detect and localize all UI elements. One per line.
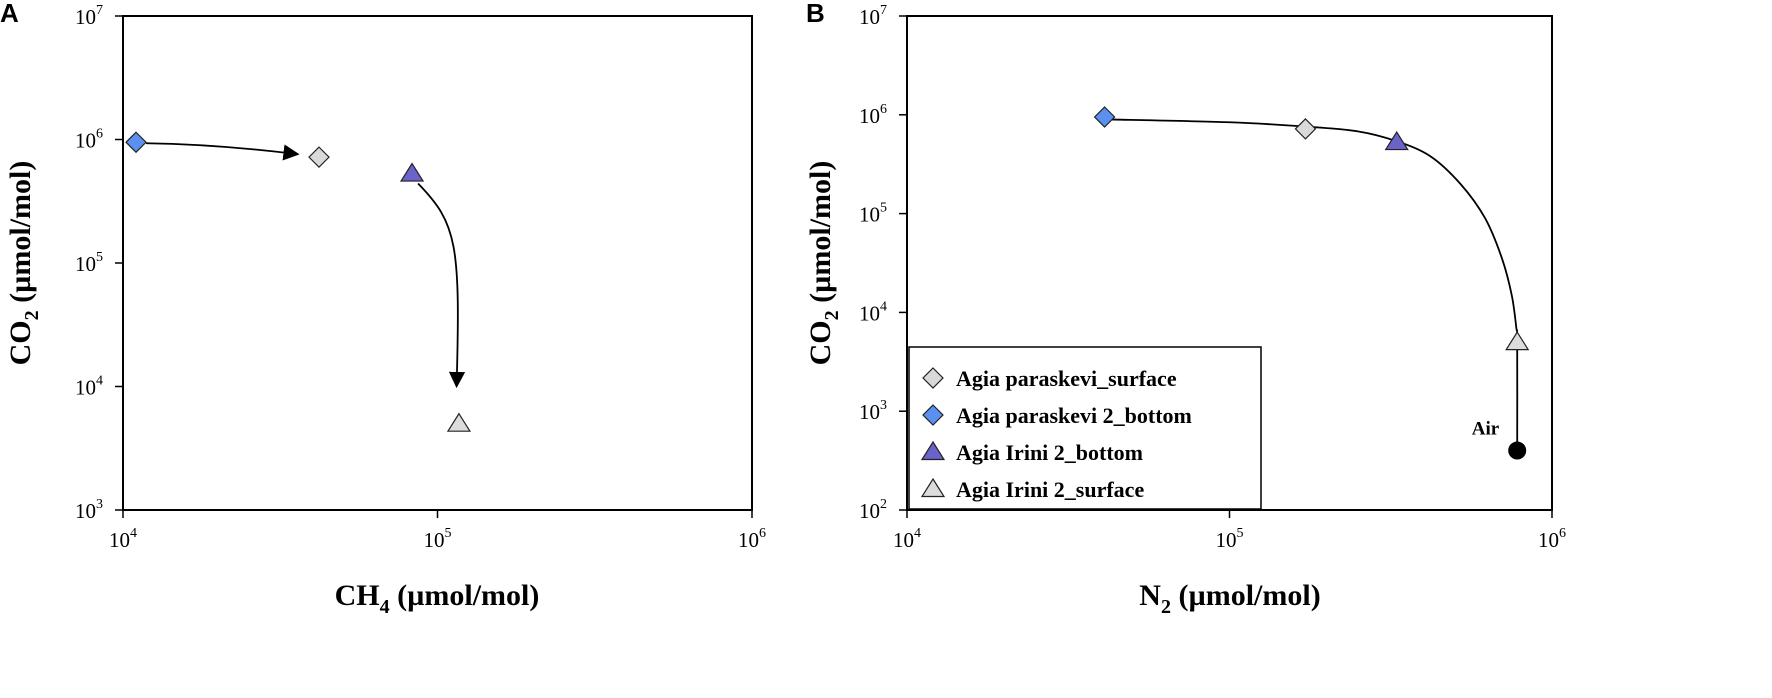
legend-item-agia-irini-2-bottom: Agia Irini 2_bottom xyxy=(920,440,1143,465)
panel-b-point-agia-irini-2-surface xyxy=(1505,331,1530,351)
legend-label: Agia paraskevi_surface xyxy=(956,366,1177,391)
panel-a-y-tick-label: 103 xyxy=(75,497,103,523)
legend-marker-diamond xyxy=(922,404,944,426)
panel-b-y-tick-label: 106 xyxy=(859,102,887,128)
legend-marker-triangle xyxy=(920,440,946,461)
panel-a-point-agia-irini-2-bottom xyxy=(399,162,425,182)
panel-b-y-tick-label: 107 xyxy=(859,3,887,29)
panel-a-y-tick-label: 106 xyxy=(75,127,103,153)
legend-entries: Agia paraskevi_surface Agia paraskevi 2_b… xyxy=(920,366,1192,502)
panel-a-y-ticks: 103 104 105 106 107 xyxy=(75,3,123,523)
panel-b-letter: B xyxy=(806,0,825,28)
panel-a-x-tick-label: 106 xyxy=(738,526,766,552)
panel-a-x-ticks: 104 105 106 xyxy=(109,510,766,552)
panel-b-y-tick-label: 104 xyxy=(859,299,887,325)
panel-a-y-tick-label: 104 xyxy=(75,374,103,400)
panel-b-legend: Agia paraskevi_surface Agia paraskevi 2_b… xyxy=(908,346,1262,510)
air-label: Air xyxy=(1472,419,1500,440)
panel-a-y-tick-label: 107 xyxy=(75,3,103,29)
panel-a-x-tick-label: 104 xyxy=(109,526,137,552)
panel-a-markers xyxy=(125,131,472,432)
panel-b-point-agia-paraskevi-2-bottom xyxy=(1093,106,1116,128)
panel-b-y-axis-title: CO2 (µmol/mol) xyxy=(804,161,843,366)
panel-a-plot-frame xyxy=(122,15,753,511)
panel-b-point-agia-paraskevi-surface xyxy=(1294,118,1317,140)
panel-b-y-ticks: 102 103 104 105 106 107 xyxy=(859,3,907,523)
panel-a-arrows xyxy=(146,142,466,389)
panel-a-trend-arrow xyxy=(146,142,300,161)
legend-label: Agia Irini 2_surface xyxy=(956,477,1144,502)
panel-a-x-tick-label: 105 xyxy=(424,526,452,552)
legend-label: Agia paraskevi 2_bottom xyxy=(956,403,1192,428)
legend-item-agia-paraskevi-2-bottom: Agia paraskevi 2_bottom xyxy=(922,403,1192,428)
panel-a-trend-arrow xyxy=(417,182,466,389)
panel-a-point-agia-paraskevi-2-bottom xyxy=(125,131,147,154)
legend-marker-diamond xyxy=(922,367,944,389)
legend-box xyxy=(908,346,1262,510)
panel-b-mixing-curve xyxy=(1104,118,1519,451)
panel-b-point-agia-irini-2-bottom xyxy=(1384,130,1409,151)
panel-b-y-tick-label: 102 xyxy=(859,497,887,523)
legend-label: Agia Irini 2_bottom xyxy=(956,440,1143,465)
legend-item-agia-paraskevi-surface: Agia paraskevi_surface xyxy=(922,366,1177,391)
panel-b-markers xyxy=(1093,106,1530,351)
panel-b: B 104 105 106 102 103 104 105 106 107 Air Agia … xyxy=(804,0,1566,618)
panel-b-x-tick-label: 106 xyxy=(1538,526,1566,552)
panel-a-y-tick-label: 105 xyxy=(75,250,103,276)
air-point xyxy=(1508,441,1527,460)
panel-a-y-axis-title: CO2 (µmol/mol) xyxy=(4,161,43,366)
panel-b-x-tick-label: 104 xyxy=(893,526,921,552)
panel-b-x-tick-label: 105 xyxy=(1216,526,1244,552)
panel-a-point-agia-irini-2-surface xyxy=(446,412,472,432)
panel-b-y-tick-label: 103 xyxy=(859,398,887,424)
panel-b-x-ticks: 104 105 106 xyxy=(893,510,1566,552)
panel-a-point-agia-paraskevi-surface xyxy=(308,146,330,168)
panel-b-y-tick-label: 105 xyxy=(859,201,887,227)
legend-marker-triangle xyxy=(920,477,946,498)
panel-b-air: Air xyxy=(1472,419,1527,460)
legend-item-agia-irini-2-surface: Agia Irini 2_surface xyxy=(920,477,1144,502)
panel-a-letter: A xyxy=(0,0,19,28)
panel-a-x-axis-title: CH4 (µmol/mol) xyxy=(335,579,540,618)
panel-b-x-axis-title: N2 (µmol/mol) xyxy=(1139,579,1320,618)
